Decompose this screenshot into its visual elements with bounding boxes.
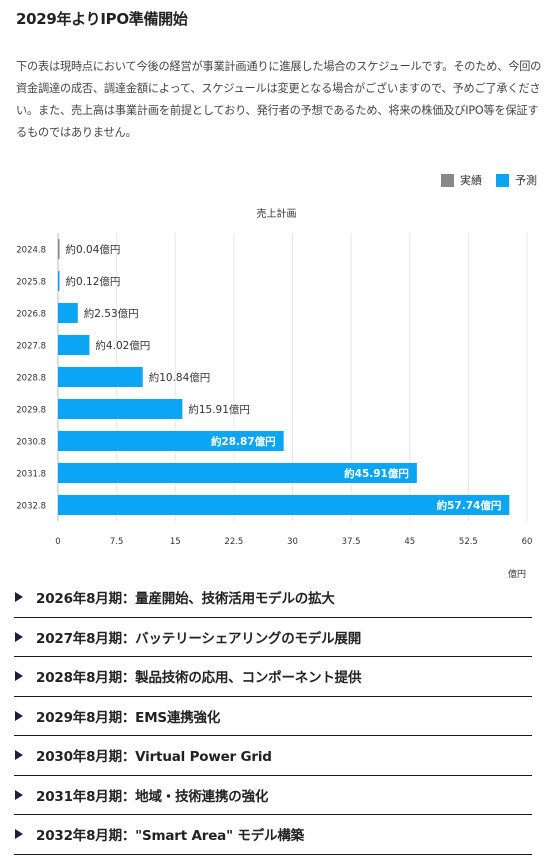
x-tick-label: 60 — [522, 537, 533, 547]
data-label: 約57.74億円 — [437, 499, 502, 512]
expand-triangle-icon — [15, 631, 23, 642]
expand-triangle-icon — [15, 829, 23, 840]
milestone-label: 2027年8月期：バッテリーシェアリングのモデル展開 — [36, 630, 361, 647]
bar — [58, 335, 90, 355]
x-tick-label: 15 — [170, 537, 181, 547]
milestone-label: 2031年8月期：地域・技術連携の強化 — [36, 788, 269, 805]
milestone-label: 2029年8月期：EMS連携強化 — [36, 709, 221, 726]
data-label: 約2.53億円 — [84, 307, 139, 320]
bar — [58, 367, 143, 387]
milestone-item-2026[interactable]: 2026年8月期：量産開始、技術活用モデルの拡大 — [14, 578, 532, 618]
legend-item-forecast[interactable]: 予測 — [496, 172, 537, 188]
milestone-accordion: 2026年8月期：量産開始、技術活用モデルの拡大 2027年8月期：バッテリーシ… — [0, 578, 553, 855]
bar — [58, 239, 60, 259]
data-label: 約0.04億円 — [66, 243, 121, 256]
expand-triangle-icon — [15, 710, 23, 721]
bar — [58, 495, 510, 515]
expand-triangle-icon — [15, 750, 23, 761]
data-label: 約15.91億円 — [188, 403, 250, 416]
milestone-label: 2032年8月期："Smart Area" モデル構築 — [36, 828, 304, 845]
chart-legend: 実績 予測 — [427, 172, 537, 188]
expand-triangle-icon — [15, 789, 23, 800]
schedule-description: 下の表は現時点において今後の経営が事業計画通りに進展した場合のスケジュールです。… — [16, 60, 542, 139]
milestone-item-2029[interactable]: 2029年8月期：EMS連携強化 — [14, 697, 532, 736]
bar — [58, 303, 78, 323]
category-label: 2030.8 — [16, 438, 46, 448]
category-label: 2024.8 — [16, 246, 46, 256]
data-label: 約4.02億円 — [95, 339, 150, 352]
milestone-item-2031[interactable]: 2031年8月期：地域・技術連携の強化 — [14, 776, 532, 815]
x-tick-label: 52.5 — [459, 537, 478, 547]
legend-swatch-actual — [441, 173, 454, 187]
x-tick-label: 7.5 — [110, 537, 124, 547]
legend-item-actual[interactable]: 実績 — [441, 172, 482, 188]
legend-label-actual: 実績 — [460, 174, 482, 187]
milestone-label: 2028年8月期：製品技術の応用、コンポーネント提供 — [36, 670, 362, 687]
data-label: 約10.84億円 — [149, 371, 211, 384]
milestone-item-2028[interactable]: 2028年8月期：製品技術の応用、コンポーネント提供 — [14, 657, 532, 697]
milestone-label: 2026年8月期：量産開始、技術活用モデルの拡大 — [36, 591, 335, 608]
chart-title: 売上計画 — [256, 209, 297, 220]
category-label: 2032.8 — [16, 502, 46, 512]
category-label: 2026.8 — [16, 310, 46, 320]
milestone-label: 2030年8月期：Virtual Power Grid — [36, 749, 272, 766]
milestone-item-2032[interactable]: 2032年8月期："Smart Area" モデル構築 — [14, 815, 532, 855]
page-title: 2029年よりIPO準備開始 — [16, 10, 188, 28]
x-tick-label: 37.5 — [342, 537, 361, 547]
milestone-item-2027[interactable]: 2027年8月期：バッテリーシェアリングのモデル展開 — [14, 618, 532, 657]
expand-triangle-icon — [15, 592, 23, 603]
bar — [58, 399, 183, 419]
data-label: 約0.12億円 — [66, 275, 121, 288]
category-label: 2027.8 — [16, 342, 46, 352]
data-label: 約45.91億円 — [344, 467, 409, 480]
x-axis-unit: 億円 — [508, 570, 527, 580]
bar — [58, 271, 60, 291]
data-label: 約28.87億円 — [211, 435, 276, 448]
bar — [58, 463, 417, 483]
category-label: 2025.8 — [16, 278, 46, 288]
bar — [58, 431, 284, 451]
x-tick-label: 0 — [55, 537, 60, 547]
expand-triangle-icon — [15, 671, 23, 682]
category-label: 2028.8 — [16, 374, 46, 384]
x-tick-label: 22.5 — [224, 537, 243, 547]
sales-plan-chart: 2024.8 約0.04億円 2025.8 約0.12億円 2026.8 約2.53億円 2… — [16, 233, 533, 547]
category-label: 2031.8 — [16, 470, 46, 480]
x-tick-label: 45 — [404, 537, 415, 547]
category-label: 2029.8 — [16, 406, 46, 416]
x-tick-label: 30 — [287, 537, 298, 547]
legend-label-forecast: 予測 — [515, 174, 537, 187]
legend-swatch-forecast — [496, 173, 509, 187]
milestone-item-2030[interactable]: 2030年8月期：Virtual Power Grid — [14, 736, 532, 776]
